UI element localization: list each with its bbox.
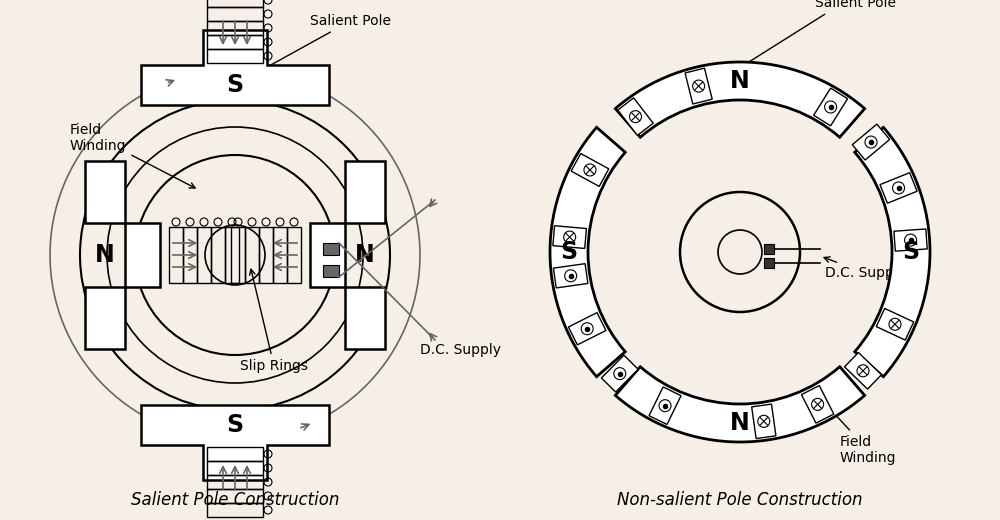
Bar (207, 0, 263, 7)
Bar (323, 265, 339, 277)
Polygon shape (571, 153, 609, 186)
Bar (273, 227, 287, 283)
Polygon shape (801, 385, 834, 423)
Bar (207, 35, 263, 49)
Bar (211, 227, 225, 283)
Bar (764, 258, 774, 268)
Polygon shape (85, 161, 160, 349)
Text: S: S (226, 413, 244, 437)
Bar (231, 227, 245, 283)
Bar (183, 227, 197, 283)
Bar (207, 447, 263, 461)
Text: Field
Winding: Field Winding (70, 123, 195, 188)
Text: Salient Pole: Salient Pole (244, 14, 391, 80)
Text: Slip Rings: Slip Rings (240, 269, 308, 373)
Polygon shape (141, 405, 329, 480)
Text: D.C. Supply: D.C. Supply (824, 257, 906, 280)
Text: D.C. Supply: D.C. Supply (420, 343, 501, 357)
Bar (245, 227, 259, 283)
Text: Non-salient Pole Construction: Non-salient Pole Construction (617, 491, 863, 509)
Bar (207, 461, 263, 475)
Text: Field
Winding: Field Winding (831, 410, 896, 465)
Polygon shape (601, 355, 638, 392)
Bar (207, 21, 263, 35)
Polygon shape (553, 264, 588, 288)
Text: N: N (730, 411, 750, 435)
Text: Salient Pole Construction: Salient Pole Construction (131, 491, 339, 509)
Polygon shape (845, 353, 881, 389)
Bar (169, 227, 183, 283)
Bar (259, 227, 273, 283)
Polygon shape (553, 226, 586, 249)
Polygon shape (852, 124, 890, 160)
Bar (207, 49, 263, 63)
Wedge shape (855, 127, 930, 376)
Polygon shape (618, 98, 653, 135)
Text: N: N (730, 69, 750, 93)
Text: N: N (95, 243, 115, 267)
Polygon shape (814, 88, 848, 126)
Text: S: S (560, 240, 578, 264)
Text: N: N (355, 243, 375, 267)
Bar (207, 7, 263, 21)
Bar (764, 244, 774, 254)
Bar (207, 503, 263, 517)
Wedge shape (615, 367, 865, 442)
Polygon shape (685, 68, 712, 104)
Bar (207, 489, 263, 503)
Polygon shape (752, 404, 776, 438)
Wedge shape (550, 127, 625, 376)
Bar (323, 243, 339, 255)
Bar (225, 227, 239, 283)
Polygon shape (894, 229, 927, 251)
Text: Non
Salient Pole: Non Salient Pole (729, 0, 896, 75)
Polygon shape (649, 387, 681, 424)
Polygon shape (310, 161, 385, 349)
Bar (197, 227, 211, 283)
Text: S: S (902, 240, 920, 264)
Polygon shape (876, 308, 914, 340)
Polygon shape (568, 313, 606, 345)
Polygon shape (880, 173, 917, 203)
Bar (207, 475, 263, 489)
Wedge shape (615, 62, 865, 137)
Polygon shape (141, 30, 329, 105)
Bar (287, 227, 301, 283)
Text: S: S (226, 73, 244, 97)
